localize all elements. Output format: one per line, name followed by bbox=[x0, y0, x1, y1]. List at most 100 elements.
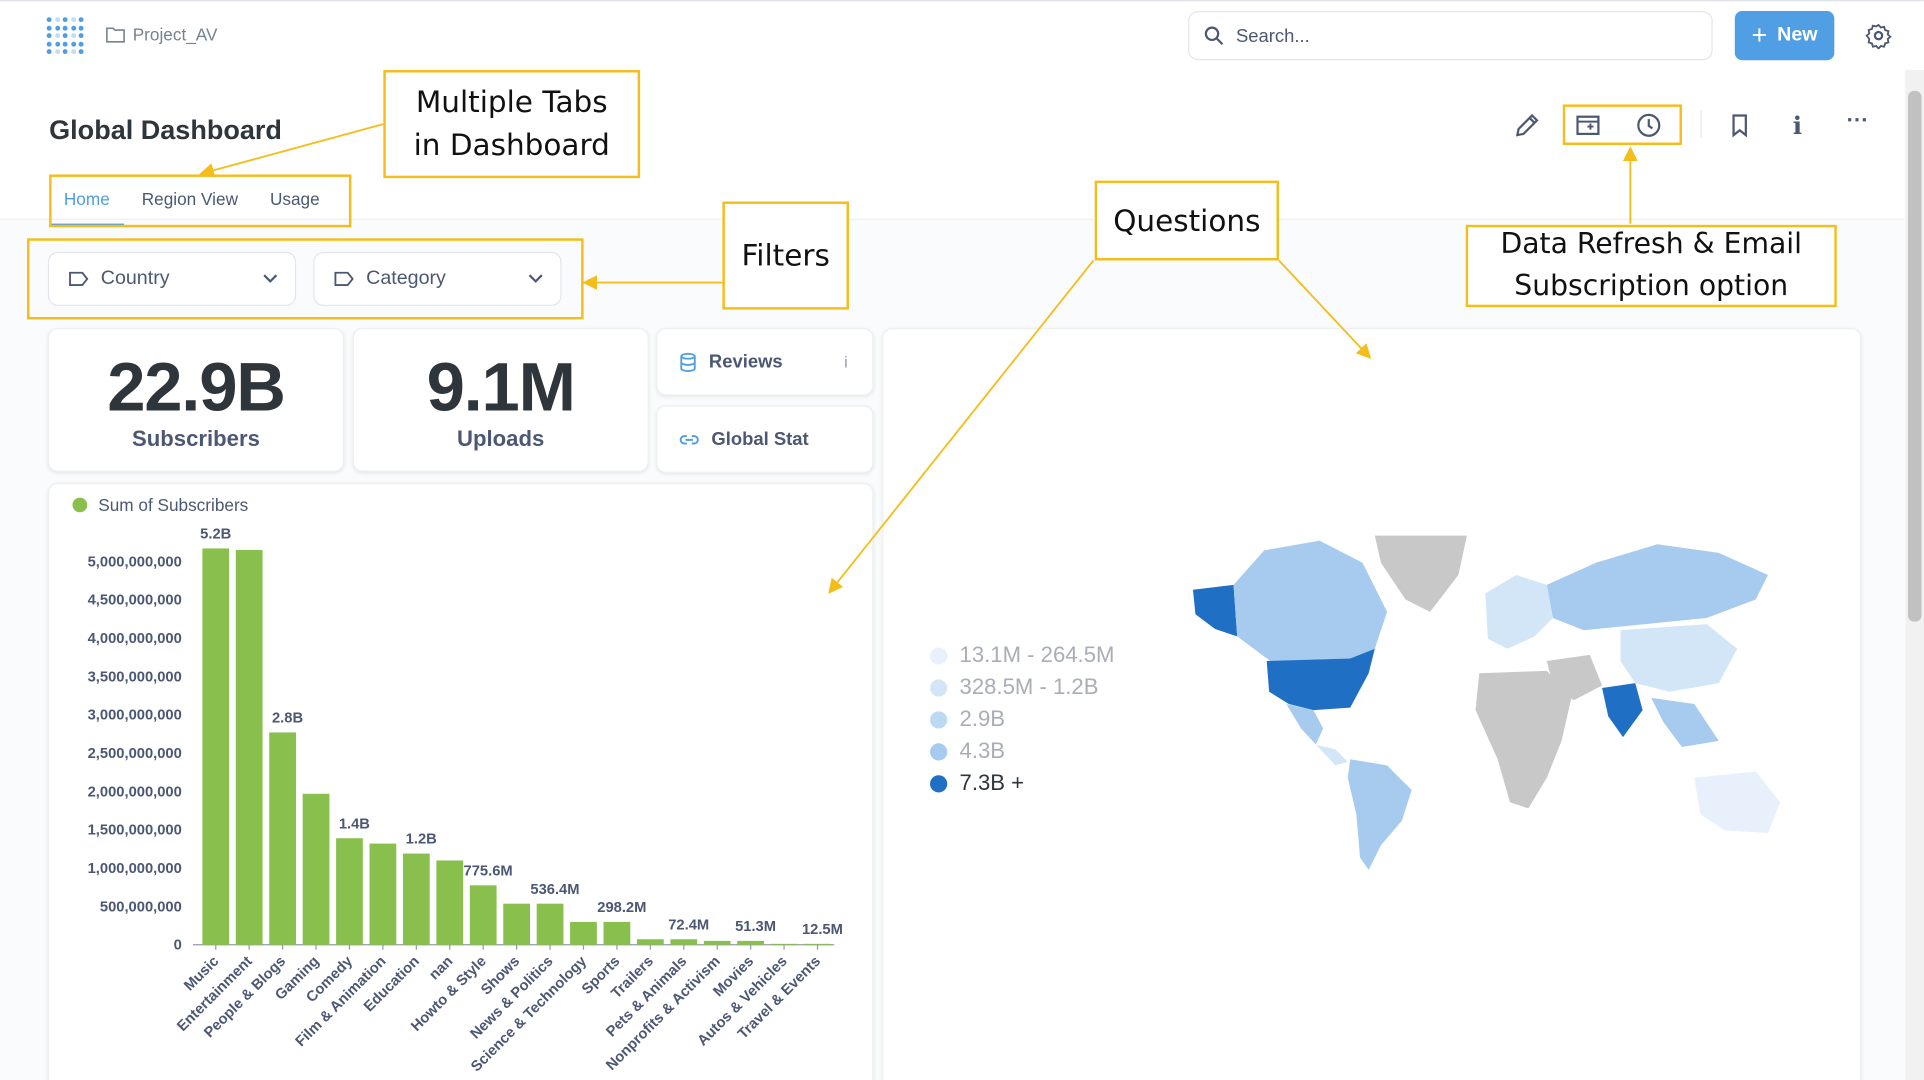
gear-icon[interactable] bbox=[1865, 22, 1892, 50]
map-region-alaska[interactable] bbox=[1192, 584, 1238, 637]
scrollbar-thumb[interactable] bbox=[1908, 90, 1922, 622]
chevron-down-icon bbox=[528, 274, 543, 283]
world-map[interactable] bbox=[1178, 526, 1805, 895]
map-region-greenland[interactable] bbox=[1374, 535, 1467, 612]
dashboard-title[interactable]: Global Dashboard bbox=[49, 114, 282, 145]
legend-dot bbox=[72, 497, 88, 513]
tab-region-view[interactable]: Region View bbox=[141, 189, 239, 209]
map-card[interactable]: 13.1M - 264.5M 328.5M - 1.2B 2.9B 4.3B 7.3B … bbox=[882, 328, 1862, 1080]
map-region-india[interactable] bbox=[1602, 683, 1643, 738]
metabase-logo-icon[interactable] bbox=[46, 17, 84, 55]
map-region-europe[interactable] bbox=[1485, 574, 1553, 649]
bar-travel-events bbox=[804, 943, 831, 945]
y-tick-label: 4,000,000,000 bbox=[88, 631, 182, 647]
legend-label: 13.1M - 264.5M bbox=[959, 642, 1115, 668]
questions-annotation: Questions bbox=[1094, 180, 1279, 261]
logo-dot bbox=[54, 17, 60, 23]
map-region-canada[interactable] bbox=[1233, 540, 1388, 661]
logo-dot bbox=[78, 33, 84, 39]
legend-dot bbox=[930, 646, 948, 665]
tab-usage[interactable]: Usage bbox=[269, 189, 320, 209]
map-legend-item[interactable]: 328.5M - 1.2B bbox=[930, 675, 1114, 701]
new-button[interactable]: + New bbox=[1734, 11, 1835, 61]
bar-shows bbox=[503, 903, 530, 945]
tabs-arrow bbox=[199, 123, 384, 178]
tag-icon bbox=[69, 271, 89, 286]
data-label: 1.2B bbox=[406, 832, 437, 848]
bar-chart-card[interactable]: Sum of Subscribers 0 500,000,000 1,000,000,… bbox=[47, 482, 874, 1080]
subscribers-label: Subscribers bbox=[132, 426, 260, 451]
bar-film-animation bbox=[369, 843, 397, 945]
search-placeholder: Search... bbox=[1235, 25, 1310, 47]
breadcrumb-collection[interactable]: Project_AV bbox=[132, 24, 218, 45]
legend-dot bbox=[930, 710, 948, 728]
bar-nonprofits-activism bbox=[703, 940, 731, 945]
map-legend-item[interactable]: 7.3B + bbox=[930, 770, 1114, 796]
bar-comedy bbox=[336, 838, 363, 945]
data-label: 536.4M bbox=[530, 882, 579, 898]
data-label: 298.2M bbox=[597, 900, 646, 916]
map-region-china[interactable] bbox=[1620, 624, 1738, 692]
map-region-south-america[interactable] bbox=[1347, 759, 1412, 870]
bar-nan bbox=[436, 860, 464, 945]
logo-dot bbox=[54, 49, 60, 55]
more-icon[interactable]: ⋯ bbox=[1845, 106, 1870, 131]
info-icon[interactable]: i bbox=[844, 352, 848, 372]
subscribers-bar-chart: Sum of Subscribers 0 500,000,000 1,000,000,… bbox=[72, 495, 843, 1075]
logo-dot bbox=[70, 49, 76, 55]
reviews-label: Reviews bbox=[708, 351, 783, 373]
chart-legend-label[interactable]: Sum of Subscribers bbox=[98, 495, 248, 515]
global-stat-link-card[interactable]: Global Stat bbox=[656, 405, 874, 474]
chevron-down-icon bbox=[263, 274, 278, 283]
subscribers-card[interactable]: 22.9B Subscribers bbox=[47, 328, 345, 472]
clock-icon[interactable] bbox=[1633, 109, 1665, 141]
uploads-card[interactable]: 9.1M Uploads bbox=[352, 328, 649, 472]
map-region-southeast-asia[interactable] bbox=[1651, 697, 1719, 747]
logo-dot bbox=[46, 49, 52, 55]
filter-category[interactable]: Category bbox=[313, 251, 562, 306]
map-region-usa[interactable] bbox=[1266, 648, 1375, 711]
bar-education bbox=[402, 853, 430, 945]
y-tick-label: 2,500,000,000 bbox=[88, 746, 182, 762]
info-icon[interactable]: i bbox=[1792, 110, 1803, 141]
map-region-russia[interactable] bbox=[1546, 544, 1768, 631]
logo-dot bbox=[62, 49, 68, 55]
logo-dot bbox=[54, 33, 60, 39]
global-stat-label: Global Stat bbox=[711, 428, 809, 450]
data-label: 775.6M bbox=[464, 864, 513, 880]
logo-dot bbox=[46, 17, 52, 23]
edit-icon[interactable] bbox=[1511, 109, 1543, 141]
search-input[interactable]: Search... bbox=[1188, 11, 1713, 61]
map-region-mexico[interactable] bbox=[1286, 703, 1324, 745]
logo-dot bbox=[46, 41, 52, 47]
reviews-link-card[interactable]: Reviews i bbox=[656, 328, 874, 396]
y-tick-label: 4,500,000,000 bbox=[88, 593, 182, 609]
map-region-australia[interactable] bbox=[1694, 771, 1781, 833]
bar-movies bbox=[737, 940, 765, 945]
new-button-label: New bbox=[1777, 24, 1818, 46]
refresh-subscription-highlight bbox=[1562, 104, 1682, 145]
logo-dot bbox=[62, 17, 68, 23]
plus-icon: + bbox=[1751, 19, 1768, 51]
subscription-icon[interactable] bbox=[1573, 109, 1605, 141]
filter-country[interactable]: Country bbox=[47, 251, 297, 306]
breadcrumb[interactable]: Project_AV bbox=[106, 24, 218, 45]
logo-dot bbox=[54, 25, 60, 31]
map-region-africa[interactable] bbox=[1475, 670, 1572, 809]
map-legend-item[interactable]: 13.1M - 264.5M bbox=[930, 643, 1114, 669]
legend-dot bbox=[930, 678, 948, 697]
search-icon bbox=[1204, 26, 1224, 46]
database-icon bbox=[680, 352, 696, 372]
uploads-label: Uploads bbox=[457, 426, 545, 451]
questions-arrow-right bbox=[1278, 259, 1372, 359]
y-tick-label: 5,000,000,000 bbox=[88, 554, 182, 570]
logo-dot bbox=[46, 33, 52, 39]
logo-dot bbox=[70, 17, 76, 23]
map-region-middle-east[interactable] bbox=[1546, 654, 1603, 701]
data-label: 12.5M bbox=[802, 922, 843, 938]
map-legend-item[interactable]: 2.9B bbox=[930, 706, 1114, 732]
map-legend-item[interactable]: 4.3B bbox=[930, 738, 1114, 764]
logo-dot bbox=[70, 33, 76, 39]
bookmark-icon[interactable] bbox=[1724, 109, 1756, 141]
map-region-central-america[interactable] bbox=[1315, 744, 1348, 766]
